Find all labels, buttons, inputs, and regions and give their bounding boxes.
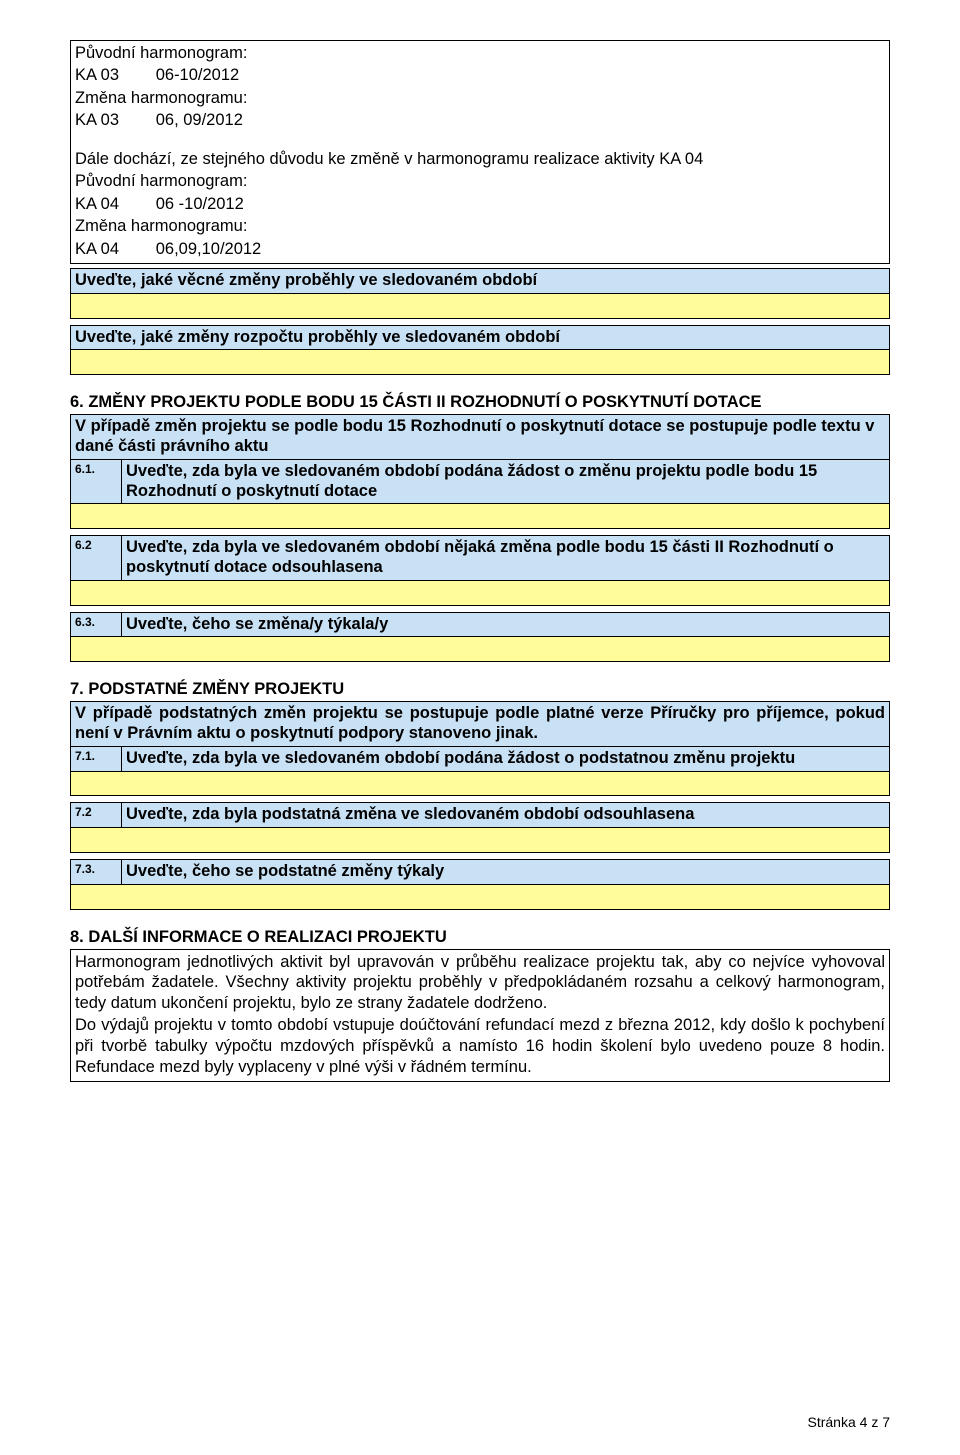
intro-line8: Změna harmonogramu:	[75, 216, 885, 236]
section6-table: V případě změn projektu se podle bodu 15…	[70, 414, 890, 529]
section6-intro: V případě změn projektu se podle bodu 15…	[71, 415, 890, 460]
row-rozp-header: Uveďte, jaké změny rozpočtu proběhly ve …	[71, 325, 890, 350]
section7-r2-empty	[71, 828, 890, 853]
intro-line6: Původní harmonogram:	[75, 171, 885, 191]
section7-r1-text: Uveďte, zda byla ve sledovaném období po…	[122, 746, 890, 771]
section6-table-3: 6.3. Uveďte, čeho se změna/y týkala/y	[70, 612, 890, 663]
intro-line9: KA 04 06,09,10/2012	[75, 239, 885, 259]
table-vecne-zmeny: Uveďte, jaké věcné změny proběhly ve sle…	[70, 268, 890, 319]
section6-r2-empty	[71, 580, 890, 605]
section6-r1-empty	[71, 504, 890, 529]
intro-line5: Dále dochází, ze stejného důvodu ke změn…	[75, 149, 885, 169]
section6-r1-text: Uveďte, zda byla ve sledovaném období po…	[122, 459, 890, 504]
intro-line2: KA 03 06-10/2012	[75, 65, 885, 85]
section7-table-2: 7.2 Uveďte, zda byla podstatná změna ve …	[70, 802, 890, 853]
intro-line4: KA 03 06, 09/2012	[75, 110, 885, 130]
section6-r1-num: 6.1.	[71, 459, 122, 504]
section7-title: 7. PODSTATNÉ ZMĚNY PROJEKTU	[70, 680, 890, 699]
section6-r2-text: Uveďte, zda byla ve sledovaném období ně…	[122, 536, 890, 581]
section7-table: V případě podstatných změn projektu se p…	[70, 701, 890, 796]
section6-r3-empty	[71, 637, 890, 662]
row-vecne-empty	[71, 293, 890, 318]
section7-r2-num: 7.2	[71, 803, 122, 828]
page-footer: Stránka 4 z 7	[808, 1414, 891, 1430]
section8-body: Harmonogram jednotlivých aktivit byl upr…	[70, 949, 890, 1083]
section7-table-3: 7.3. Uveďte, čeho se podstatné změny týk…	[70, 859, 890, 910]
section7-intro: V případě podstatných změn projektu se p…	[71, 702, 890, 747]
table-rozpoctu-zmeny: Uveďte, jaké změny rozpočtu proběhly ve …	[70, 325, 890, 376]
section7-r3-num: 7.3.	[71, 860, 122, 885]
intro-block: Původní harmonogram: KA 03 06-10/2012 Zm…	[70, 40, 890, 264]
section6-r3-text: Uveďte, čeho se změna/y týkala/y	[122, 612, 890, 637]
section6-title: 6. ZMĚNY PROJEKTU PODLE BODU 15 ČÁSTI II…	[70, 393, 890, 412]
section7-r1-num: 7.1.	[71, 746, 122, 771]
intro-line7: KA 04 06 -10/2012	[75, 194, 885, 214]
section7-r2-text: Uveďte, zda byla podstatná změna ve sled…	[122, 803, 890, 828]
section6-r2-num: 6.2	[71, 536, 122, 581]
section8-title: 8. DALŠÍ INFORMACE O REALIZACI PROJEKTU	[70, 928, 890, 947]
section7-r3-text: Uveďte, čeho se podstatné změny týkaly	[122, 860, 890, 885]
section7-r3-empty	[71, 884, 890, 909]
section6-r3-num: 6.3.	[71, 612, 122, 637]
row-vecne-header: Uveďte, jaké věcné změny proběhly ve sle…	[71, 269, 890, 294]
intro-line3: Změna harmonogramu:	[75, 88, 885, 108]
section6-table-2: 6.2 Uveďte, zda byla ve sledovaném obdob…	[70, 535, 890, 605]
section7-r1-empty	[71, 771, 890, 796]
page: Původní harmonogram: KA 03 06-10/2012 Zm…	[0, 0, 960, 1455]
row-rozp-empty	[71, 350, 890, 375]
intro-line1: Původní harmonogram:	[75, 43, 885, 63]
